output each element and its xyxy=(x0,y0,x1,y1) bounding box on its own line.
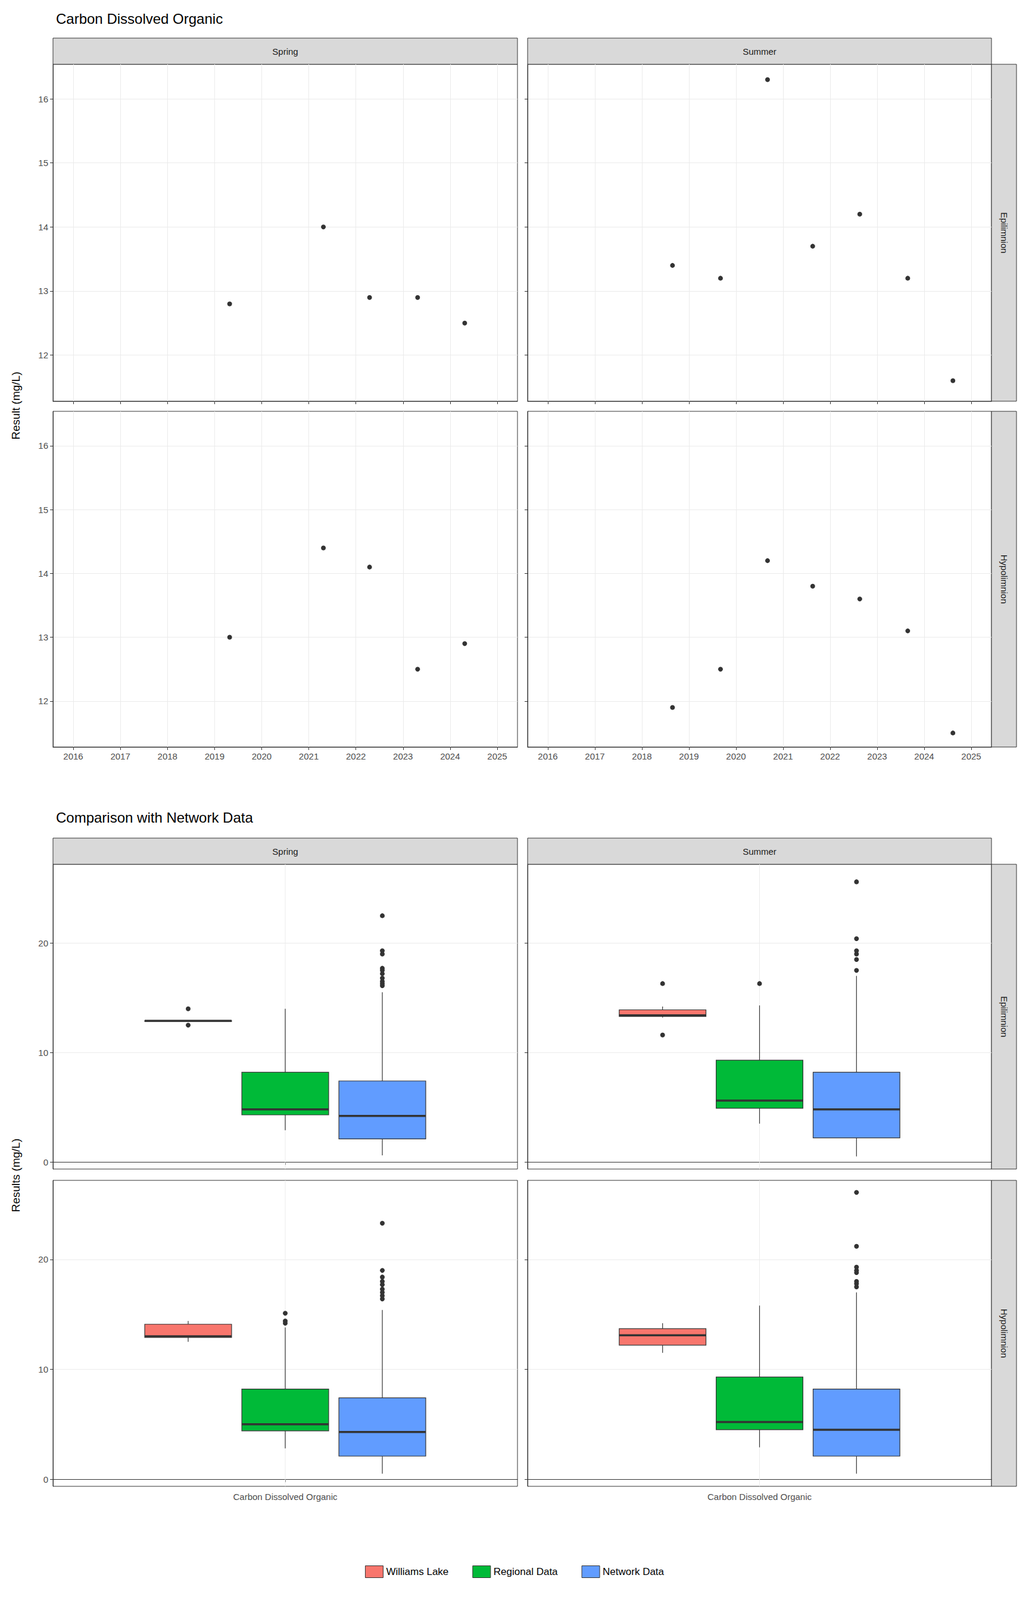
svg-text:2020: 2020 xyxy=(725,751,746,762)
svg-text:Network Data: Network Data xyxy=(602,1566,665,1579)
svg-text:2016: 2016 xyxy=(63,751,83,762)
svg-text:2025: 2025 xyxy=(961,751,981,762)
svg-text:10: 10 xyxy=(38,1048,49,1059)
svg-text:Hypolimnion: Hypolimnion xyxy=(999,1309,1010,1359)
svg-text:Regional Data: Regional Data xyxy=(493,1566,558,1579)
svg-text:Hypolimnion: Hypolimnion xyxy=(999,554,1010,605)
svg-text:2017: 2017 xyxy=(584,751,605,762)
svg-text:Carbon Dissolved Organic: Carbon Dissolved Organic xyxy=(707,1492,813,1503)
svg-text:2023: 2023 xyxy=(393,751,413,762)
svg-text:Williams Lake: Williams Lake xyxy=(385,1566,449,1579)
svg-text:15: 15 xyxy=(38,504,49,516)
svg-text:15: 15 xyxy=(38,157,49,168)
svg-text:Spring: Spring xyxy=(272,846,298,857)
svg-text:13: 13 xyxy=(38,285,49,296)
svg-text:2019: 2019 xyxy=(204,751,225,762)
svg-text:Results (mg/L): Results (mg/L) xyxy=(9,1139,23,1214)
svg-text:10: 10 xyxy=(38,1364,49,1375)
svg-text:Epilimnion: Epilimnion xyxy=(999,996,1010,1038)
svg-text:16: 16 xyxy=(38,440,49,451)
svg-text:20: 20 xyxy=(38,1254,49,1265)
svg-text:2021: 2021 xyxy=(298,751,319,762)
svg-text:2020: 2020 xyxy=(251,751,272,762)
svg-text:2024: 2024 xyxy=(440,751,460,762)
svg-text:14: 14 xyxy=(38,222,49,233)
svg-text:20: 20 xyxy=(38,938,49,949)
svg-text:14: 14 xyxy=(38,568,49,579)
svg-text:2016: 2016 xyxy=(537,751,558,762)
svg-text:Summer: Summer xyxy=(742,846,777,857)
svg-text:0: 0 xyxy=(43,1475,49,1486)
svg-text:Epilimnion: Epilimnion xyxy=(999,211,1010,254)
svg-text:2018: 2018 xyxy=(631,751,652,762)
svg-text:Carbon Dissolved Organic: Carbon Dissolved Organic xyxy=(232,1492,338,1503)
svg-text:Summer: Summer xyxy=(742,46,777,57)
svg-text:Result (mg/L): Result (mg/L) xyxy=(9,371,23,440)
svg-text:2022: 2022 xyxy=(819,751,840,762)
svg-text:Carbon Dissolved Organic: Carbon Dissolved Organic xyxy=(55,10,223,27)
svg-text:0: 0 xyxy=(43,1157,49,1168)
svg-text:2025: 2025 xyxy=(487,751,507,762)
svg-text:Spring: Spring xyxy=(272,46,298,57)
svg-text:2019: 2019 xyxy=(678,751,699,762)
svg-text:2021: 2021 xyxy=(772,751,793,762)
svg-text:2023: 2023 xyxy=(867,751,887,762)
svg-text:12: 12 xyxy=(38,350,49,361)
svg-text:2018: 2018 xyxy=(157,751,178,762)
svg-text:2024: 2024 xyxy=(914,751,934,762)
svg-text:12: 12 xyxy=(38,696,49,707)
svg-text:2017: 2017 xyxy=(110,751,130,762)
svg-text:2022: 2022 xyxy=(345,751,366,762)
svg-text:13: 13 xyxy=(38,632,49,643)
svg-text:Comparison with Network Data: Comparison with Network Data xyxy=(55,809,254,826)
svg-text:16: 16 xyxy=(38,94,49,105)
